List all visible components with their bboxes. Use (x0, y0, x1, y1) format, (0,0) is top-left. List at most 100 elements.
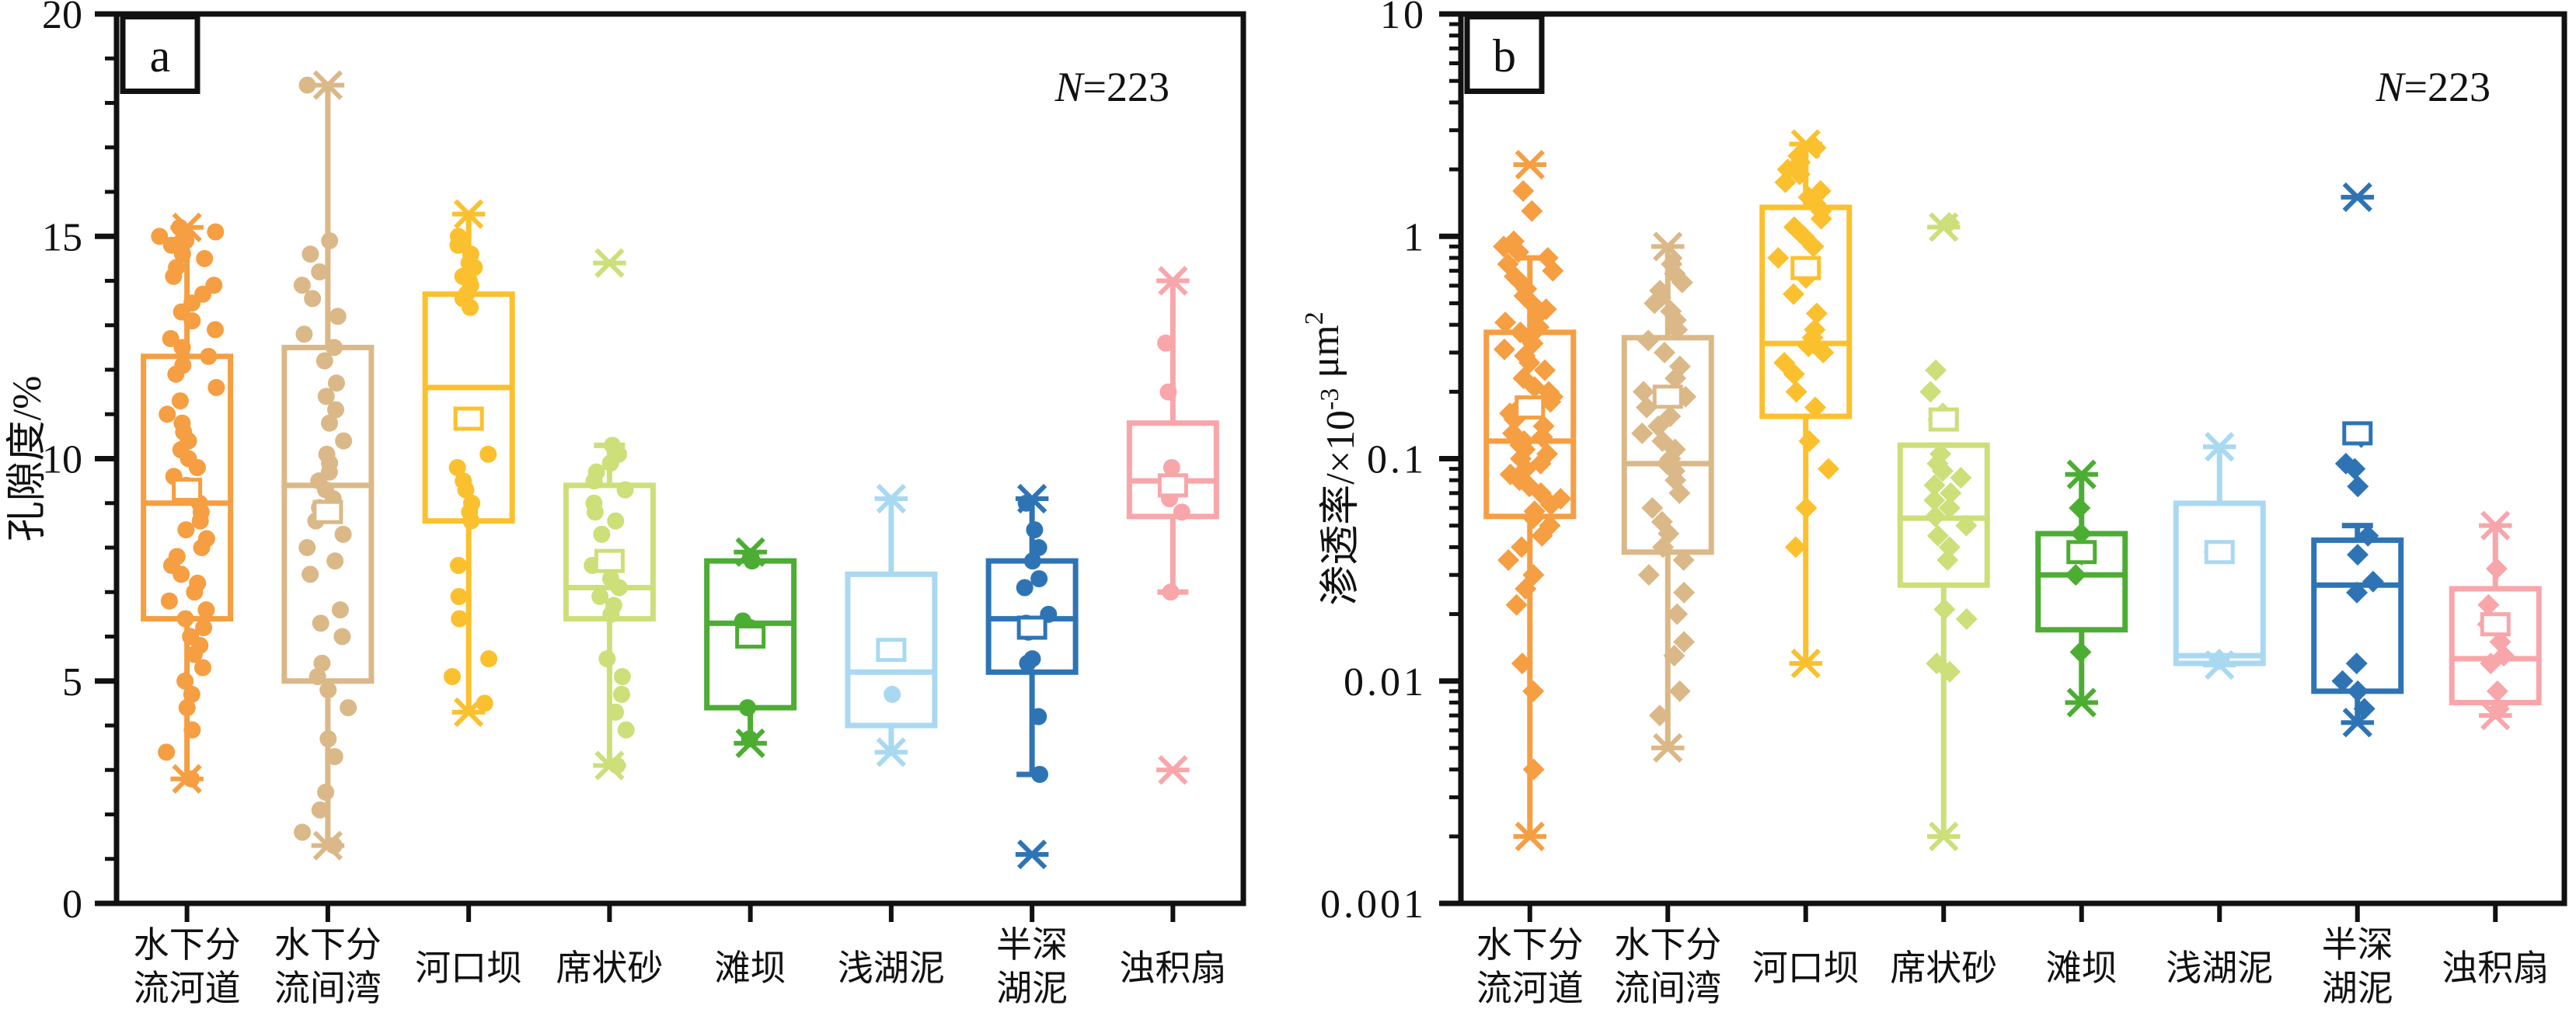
mean-square-marker (1515, 395, 1546, 420)
whisker-star-marker (874, 737, 908, 767)
mean-square-marker (594, 548, 625, 573)
panel-a: 05101520孔隙度/%aN=223水下分流河道水下分流间湾河口坝 席状砂 滩坝浅… (5, 0, 1246, 1008)
point-diamond (1785, 381, 1807, 403)
point-circle (183, 770, 200, 788)
point-circle (311, 801, 329, 819)
point-diamond (1671, 271, 1693, 294)
point-circle (183, 685, 200, 703)
point-diamond (2477, 593, 2500, 616)
point-diamond (1641, 497, 1664, 520)
point-circle (207, 223, 225, 241)
point-circle (586, 503, 604, 521)
point-circle (177, 521, 195, 539)
point-diamond (2069, 641, 2092, 663)
box (1126, 420, 1219, 520)
boxplot-b-6: 浅湖泥 (2166, 432, 2273, 988)
point-circle (171, 218, 189, 236)
point-circle (608, 757, 626, 774)
point-diamond (1802, 235, 1825, 258)
category-label: 水下分 (1476, 925, 1584, 965)
point-diamond (1539, 493, 1562, 516)
boxplot-b-3: 河口坝 (1752, 129, 1860, 988)
point-circle (326, 552, 344, 570)
category-label: 席状砂 (556, 948, 663, 988)
point-diamond (1631, 422, 1654, 444)
point-circle (334, 525, 352, 543)
box (1897, 442, 1990, 588)
category-label: 滩坝 (715, 948, 786, 988)
point-circle (160, 592, 178, 610)
point-diamond (1925, 359, 1947, 381)
whisker-star-marker (1927, 212, 1961, 242)
point-diamond (1521, 200, 1543, 222)
point-circle (329, 308, 347, 325)
point-circle (1017, 494, 1035, 512)
point-diamond (1533, 359, 1556, 381)
y-tick-label: 0 (62, 882, 82, 927)
point-diamond (1818, 458, 1840, 480)
point-circle (884, 685, 901, 703)
whisker-star-marker (874, 483, 908, 514)
point-circle (173, 565, 190, 583)
whisker-star-marker (2341, 182, 2374, 212)
sample-count-annotation: N=223 (2376, 64, 2491, 110)
point-diamond (1810, 207, 1832, 230)
point-circle (331, 601, 349, 619)
point-diamond (1668, 680, 1691, 702)
point-circle (1173, 503, 1190, 521)
data-points (584, 437, 635, 774)
point-circle (1030, 708, 1047, 725)
point-circle (1019, 654, 1037, 672)
point-circle (315, 352, 333, 370)
mean-square-marker (1652, 384, 1683, 409)
point-circle (1030, 539, 1047, 556)
point-circle (302, 245, 319, 263)
point-diamond (1933, 598, 1956, 621)
point-diamond (1804, 396, 1827, 419)
point-diamond (2347, 680, 2369, 702)
y-tick-label: 5 (62, 660, 82, 705)
point-diamond (2345, 652, 2368, 675)
point-circle (319, 681, 337, 699)
point-circle (476, 694, 493, 712)
point-diamond (1783, 283, 1805, 305)
point-circle (320, 414, 338, 432)
whisker-star-marker (451, 199, 486, 229)
point-diamond (1497, 549, 1520, 572)
point-diamond (2357, 524, 2379, 547)
point-circle (200, 347, 218, 365)
point-diamond (1672, 549, 1695, 572)
point-diamond (1637, 329, 1660, 352)
point-circle (1163, 458, 1180, 476)
point-diamond (1950, 467, 1972, 489)
point-circle (186, 583, 204, 601)
point-diamond (1938, 536, 1961, 558)
panel-letter-box (1464, 14, 1545, 94)
mean-square-marker (453, 406, 484, 431)
point-diamond (1919, 381, 1942, 403)
point-diamond (1668, 482, 1691, 504)
whisker-star-marker (1015, 839, 1049, 870)
data-points (2331, 426, 2384, 720)
whisker-star-marker (1789, 648, 1822, 679)
point-diamond (1789, 163, 1811, 186)
category-label: 河口坝 (415, 948, 522, 988)
point-diamond (1673, 631, 1696, 653)
y-tick-label: 10 (1380, 0, 1427, 37)
point-diamond (1923, 474, 1946, 496)
point-diamond (1531, 524, 1553, 547)
point-diamond (1659, 405, 1682, 428)
point-diamond (1931, 460, 1954, 482)
y-tick-label: 1 (1403, 215, 1427, 259)
point-circle (197, 601, 215, 619)
y-axis-title: 渗透率/×10-3 μm2 (1300, 311, 1363, 605)
point-circle (1159, 383, 1177, 401)
point-circle (333, 628, 351, 645)
point-circle (739, 699, 757, 717)
point-circle (173, 245, 191, 263)
point-circle (159, 405, 176, 423)
